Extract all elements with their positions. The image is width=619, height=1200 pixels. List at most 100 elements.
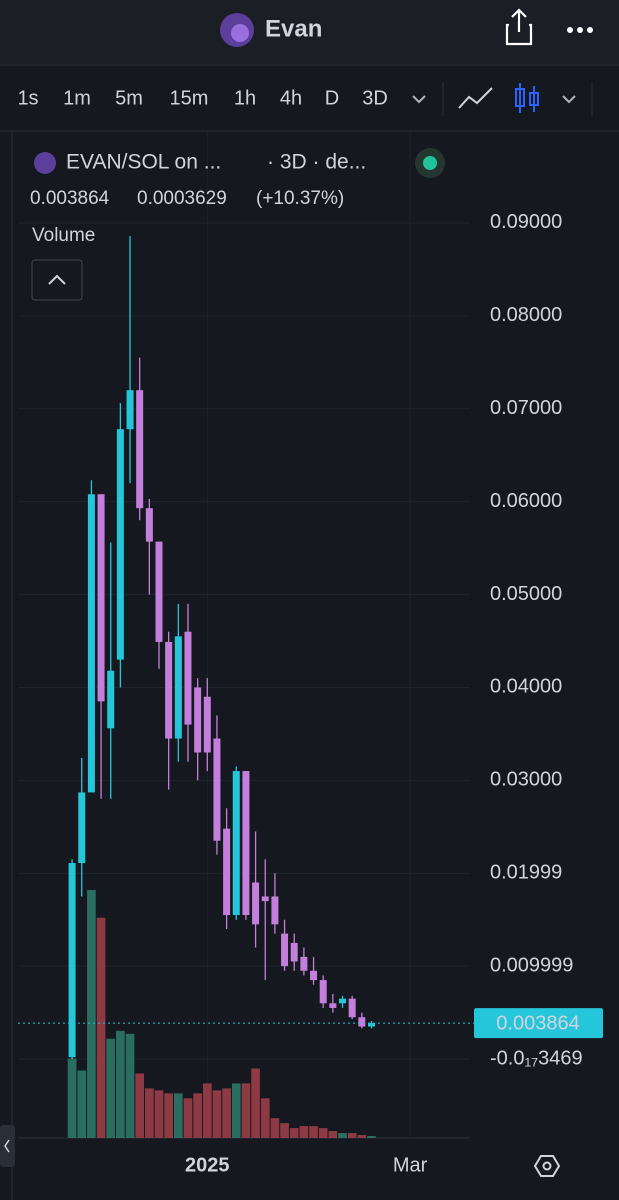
candle-body (97, 494, 105, 702)
x-tick-label: 2025 (185, 1154, 230, 1176)
volume-bar (289, 1128, 299, 1138)
title: Evan (265, 15, 322, 42)
volume-bar (367, 1136, 376, 1138)
candle-body (136, 390, 144, 509)
collapse-icon (48, 274, 66, 285)
side-tab-icon (4, 1139, 10, 1153)
symbol: EVAN/SOL on ... (66, 151, 221, 174)
candle-body (252, 882, 260, 925)
candle-body (319, 980, 327, 1004)
more-button[interactable] (567, 27, 593, 33)
hex-icon (533, 1155, 561, 1177)
volume-bar (193, 1093, 202, 1138)
candle-body (155, 541, 163, 642)
collapse-button[interactable] (31, 259, 83, 301)
volume-bars (67, 889, 376, 1138)
token-logo-face (231, 24, 249, 42)
volume-bar (328, 1131, 338, 1138)
x-tick-label: Mar (393, 1154, 428, 1176)
interval: · 3D · de... (267, 151, 366, 174)
volume-bar (309, 1126, 318, 1138)
y-tick-label: 0.01999 (490, 862, 562, 884)
volume-bar (164, 1093, 173, 1138)
candle-body (203, 696, 211, 753)
side-tab[interactable] (0, 1125, 15, 1167)
volume-bar (77, 1070, 87, 1138)
chart-type-dropdown[interactable] (562, 95, 576, 104)
volume-bar (116, 1030, 125, 1138)
timeframe-button[interactable]: 3D (362, 87, 388, 109)
timeframe-button[interactable]: D (325, 87, 339, 109)
candle-body (281, 933, 289, 967)
dot (587, 27, 593, 33)
candle-body (107, 670, 115, 729)
timeframe-button[interactable]: 1s (17, 87, 38, 109)
volume-bar (173, 1093, 183, 1138)
volume-bar (251, 1068, 260, 1138)
candles (68, 235, 375, 1060)
axes: -0.0₁₇3469 0.009999 0.01999 0.03000 0.04000 0… (18, 211, 603, 1176)
volume-bar (96, 917, 106, 1138)
legend-price: 0.003864 (30, 188, 110, 209)
indicator-button[interactable] (458, 87, 493, 109)
volume-bar (241, 1083, 251, 1138)
volume-bar (222, 1088, 231, 1138)
volume-bar (135, 1073, 145, 1138)
volume-bar (299, 1126, 309, 1138)
volume-bar (145, 1088, 154, 1138)
symbol-logo (34, 152, 56, 174)
volume-bar (154, 1090, 164, 1138)
y-tick-label: 0.05000 (490, 583, 562, 605)
candle-body (329, 1003, 337, 1008)
last-price-label: 0.003864 (496, 1012, 579, 1034)
volume-bar (212, 1090, 222, 1138)
candle-body (194, 687, 202, 753)
status-dot[interactable] (423, 156, 437, 170)
candle-body (339, 998, 347, 1004)
volume-bar (338, 1133, 347, 1138)
y-tick-label: 0.009999 (490, 954, 573, 976)
volume-bar (125, 1033, 135, 1138)
candle-body (184, 631, 192, 725)
y-tick-label: 0.03000 (490, 769, 562, 791)
timeframe-button[interactable]: 15m (170, 87, 209, 109)
volume-bar (260, 1098, 270, 1138)
candle-body (213, 738, 221, 841)
timeframe-button[interactable]: 5m (115, 87, 143, 109)
candle-body (87, 494, 95, 793)
legend-change: 0.0003629 (137, 188, 227, 209)
volume-bar (270, 1118, 280, 1138)
share-arrow (511, 8, 527, 32)
timeframe-button[interactable]: 4h (280, 87, 302, 109)
candle-body (271, 896, 279, 925)
candle-body (348, 998, 356, 1018)
candle-body (261, 896, 269, 902)
volume-bar (183, 1098, 193, 1138)
share-box (505, 23, 533, 46)
candle-body (78, 792, 86, 864)
volume-bar (318, 1128, 328, 1138)
candle-body (68, 863, 76, 1058)
legend-change-percent: (+10.37%) (256, 188, 344, 209)
candle-body (300, 956, 308, 971)
candle-body (242, 771, 250, 916)
candle-body (358, 1017, 366, 1027)
y-tick-label: 0.09000 (490, 211, 562, 233)
volume-bar (202, 1083, 212, 1138)
y-tick-label: 0.08000 (490, 304, 562, 326)
volume-label: Volume (32, 225, 95, 246)
timeframe-button[interactable]: 1m (63, 87, 91, 109)
timeframe-button[interactable]: 1h (234, 87, 256, 109)
y-tick-label: 0.06000 (490, 490, 562, 512)
candle-body (367, 1023, 375, 1027)
candle-body (290, 942, 298, 962)
share-button[interactable] (505, 8, 533, 46)
volume-bar (67, 1058, 77, 1138)
timeframes: 1s 1m 5m 15m 1h 4h D 3D (17, 87, 387, 109)
last-price-tag (474, 1008, 603, 1039)
timeframe-dropdown[interactable] (412, 95, 426, 104)
chart-type-button[interactable] (515, 83, 539, 113)
settings-button[interactable] (533, 1155, 561, 1177)
volume-bar (106, 1038, 116, 1138)
